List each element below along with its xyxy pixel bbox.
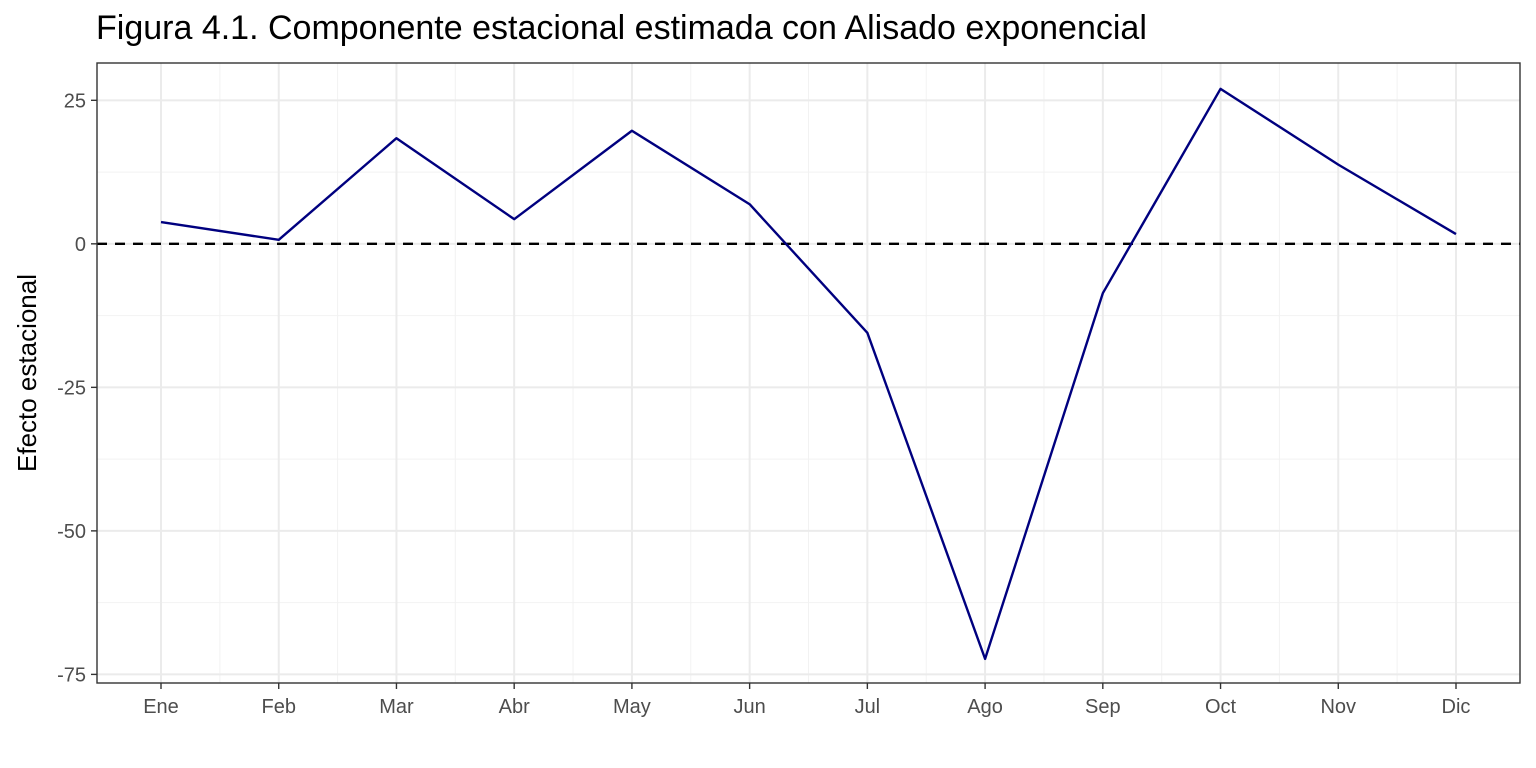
axes: 25 0 -25 -50 -75 Ene Feb Mar Abr May Jun Jul Ago Sep O… <box>57 90 1470 718</box>
x-tick-label-jun: Jun <box>734 696 766 718</box>
x-tick-label-nov: Nov <box>1320 696 1356 718</box>
y-tick-label: -50 <box>57 521 86 543</box>
x-tick-label-dic: Dic <box>1442 696 1471 718</box>
x-tick-label-abr: Abr <box>499 696 530 718</box>
x-tick-label-jul: Jul <box>855 696 881 718</box>
series-lines <box>160 87 1457 661</box>
plot-panel-border <box>96 62 1521 684</box>
y-tick-label: 0 <box>75 234 86 256</box>
y-tick-label: 25 <box>64 90 86 112</box>
x-tick-label-sep: Sep <box>1085 696 1121 718</box>
grid-lines <box>97 63 1520 683</box>
x-tick-label-ene: Ene <box>143 696 179 718</box>
x-tick-label-may: May <box>613 696 651 718</box>
x-tick-label-oct: Oct <box>1205 696 1237 718</box>
series-line <box>160 87 1457 661</box>
x-tick-label-ago: Ago <box>967 696 1003 718</box>
y-axis-label: Efecto estacional <box>12 274 42 472</box>
x-tick-label-mar: Mar <box>379 696 414 718</box>
y-tick-label: -75 <box>57 664 86 686</box>
chart-title: Figura 4.1. Componente estacional estima… <box>96 9 1147 47</box>
x-tick-label-feb: Feb <box>261 696 295 718</box>
y-tick-label: -25 <box>57 377 86 399</box>
